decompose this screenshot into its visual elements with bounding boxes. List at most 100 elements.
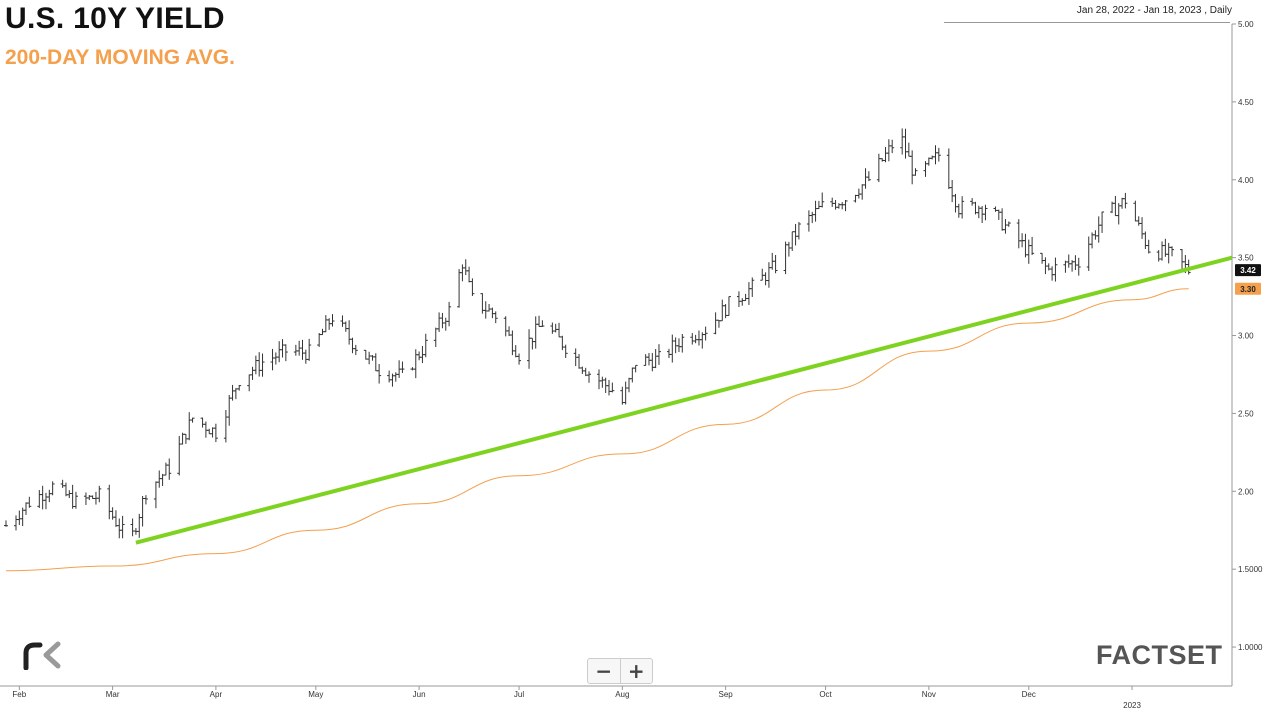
ohlc-bar (703, 326, 708, 341)
ohlc-bar (610, 382, 615, 393)
ohlc-bar (440, 312, 445, 329)
ohlc-bar (433, 327, 438, 347)
ohlc-bar (1066, 254, 1071, 268)
last-value-text: 3.42 (1240, 266, 1256, 275)
ohlc-bar (210, 427, 215, 438)
ohlc-bar (273, 352, 278, 365)
x-tick-label: Oct (819, 690, 832, 699)
rk-logo-icon (23, 641, 61, 670)
ohlc-bar (350, 337, 355, 354)
ohlc-bar (626, 377, 631, 393)
ohlc-bar (723, 304, 728, 319)
factset-logo: FACTSET (1096, 640, 1223, 670)
ohlc-bar (377, 363, 382, 384)
ohlc-bar (646, 353, 651, 366)
ohlc-bar (623, 381, 628, 405)
ohlc-bar (417, 351, 422, 361)
ohlc-bar (1140, 217, 1145, 239)
ohlc-bar (750, 277, 755, 297)
ohlc-bar (447, 301, 452, 327)
last-value-badge (1235, 282, 1261, 295)
ohlc-bar (883, 147, 888, 163)
ohlc-bar (487, 303, 492, 312)
ohlc-bar (230, 384, 235, 401)
ohlc-bar (653, 349, 658, 369)
ohlc-bar (600, 376, 605, 388)
ohlc-bar (400, 361, 405, 373)
y-tick-label: 1.5000 (1238, 565, 1263, 574)
ohlc-bar (880, 158, 885, 162)
y-axis: 5.00 4.50 4.00 3.50 3.00 2.50 2.00 1.5000 1.0000 (1232, 20, 1263, 652)
ohlc-bar (1000, 208, 1005, 231)
ohlc-bar (746, 282, 751, 305)
ohlc-bar (793, 223, 798, 246)
ohlc-bar (1160, 241, 1165, 261)
ohlc-bar (1120, 197, 1125, 209)
ohlc-bar (303, 349, 308, 364)
ohlc-bar (1180, 249, 1185, 271)
ohlc-bar (1006, 221, 1011, 227)
ohlc-bar (213, 423, 218, 443)
ohlc-bar (340, 315, 345, 327)
ohlc-bar (760, 268, 765, 281)
ohlc-bar (840, 202, 845, 210)
ohlc-bar (330, 314, 335, 327)
zoom-in-button[interactable]: + (627, 659, 645, 683)
ohlc-bar (696, 330, 701, 346)
ohlc-bar (120, 515, 125, 539)
date-range-label[interactable]: Jan 28, 2022 - Jan 18, 2023 , Daily (1076, 5, 1232, 16)
ohlc-bar (903, 128, 908, 159)
zoom-out-button[interactable]: − (588, 659, 621, 683)
ohlc-bar (736, 291, 741, 308)
ohlc-bar (503, 316, 508, 337)
ohlc-bar (70, 484, 75, 509)
ohlc-bar (223, 409, 228, 443)
x-tick-label: 2023 (1123, 701, 1141, 710)
ohlc-bar (17, 510, 22, 526)
ohlc-bar (280, 339, 285, 358)
ohlc-bar (1123, 192, 1128, 209)
ohlc-bar (363, 349, 368, 360)
ohlc-bar (260, 353, 265, 377)
ohlc-bar (140, 496, 145, 527)
ohlc-bar (833, 200, 838, 210)
y-tick-label: 2.00 (1238, 487, 1254, 496)
ohlc-bar (666, 348, 671, 359)
ohlc-bar (530, 337, 535, 350)
ohlc-bar (40, 485, 45, 510)
header-divider (944, 22, 1230, 23)
ohlc-bar (413, 349, 418, 379)
ohlc-bar (1143, 231, 1148, 250)
ohlc-bar (43, 492, 48, 510)
y-tick-label: 2.50 (1238, 409, 1254, 418)
ohlc-bar (367, 351, 372, 365)
x-tick-label: Dec (1022, 690, 1036, 699)
ohlc-bar (483, 301, 488, 319)
moving-average-layer (5, 288, 1189, 572)
ohlc-bar (930, 155, 935, 160)
ohlc-bar (317, 332, 322, 347)
zoom-controls: − + (587, 658, 653, 684)
ohlc-bar (1026, 239, 1031, 264)
ohlc-bar (950, 179, 955, 203)
ohlc-bar (960, 196, 965, 219)
ohlc-bar (1156, 250, 1161, 262)
ohlc-bar (863, 168, 868, 189)
ohlc-bar (676, 338, 681, 353)
ohlc-bar (953, 193, 958, 213)
ohlc-bar (293, 344, 298, 356)
ohlc-bar (343, 321, 348, 332)
ohlc-bar (493, 311, 498, 324)
x-tick-label: Aug (615, 690, 629, 699)
chart-subtitle: 200-DAY MOVING AVG. (5, 46, 235, 69)
ohlc-bar (443, 317, 448, 331)
ohlc-bar (806, 210, 811, 232)
ohlc-bar (107, 484, 112, 520)
ohlc-bar (533, 316, 538, 349)
x-tick-label: Jul (514, 690, 524, 699)
ohlc-bar (27, 496, 32, 508)
ohlc-bar (237, 385, 242, 391)
ohlc-bar (557, 322, 562, 338)
ohlc-bar (936, 147, 941, 162)
